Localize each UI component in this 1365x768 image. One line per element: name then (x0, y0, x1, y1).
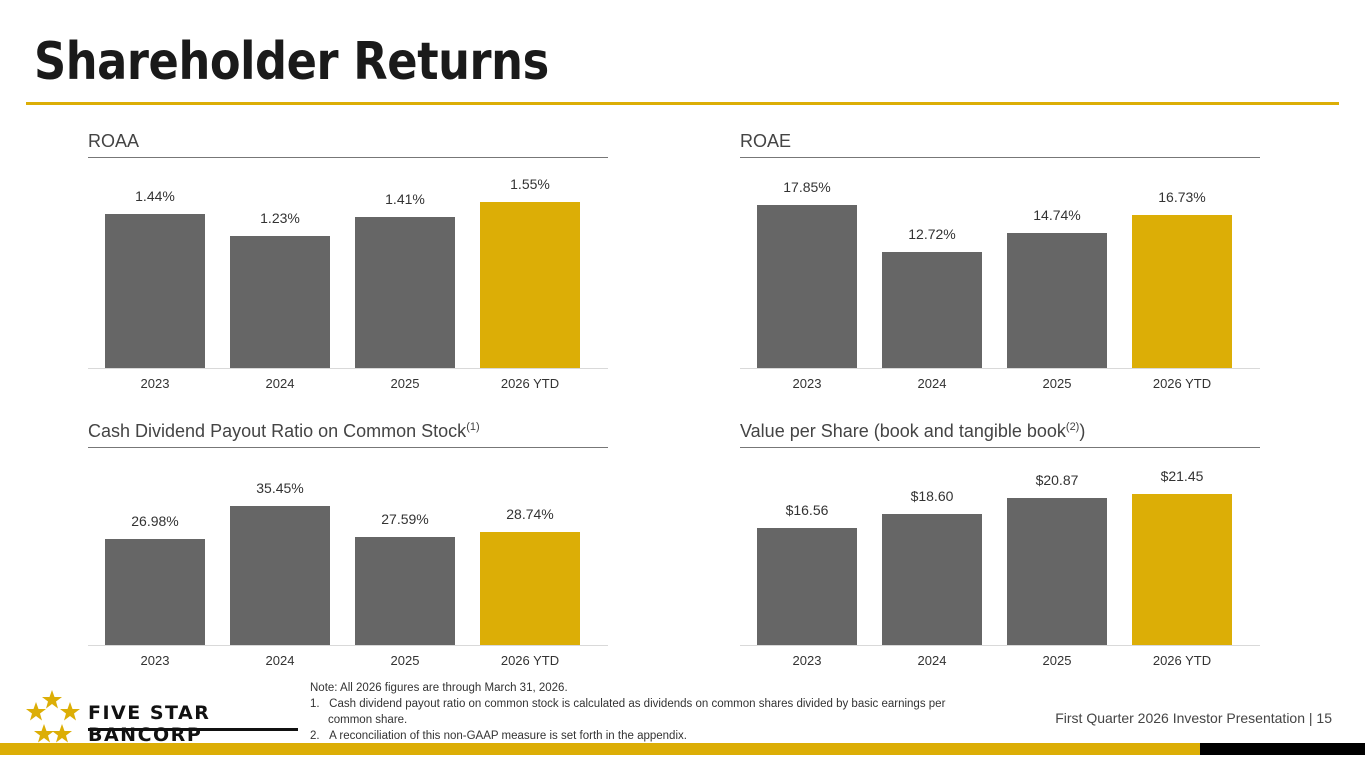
x-tick-label: 2026 YTD (1152, 653, 1212, 668)
bar (757, 205, 857, 368)
data-label: 1.41% (385, 190, 425, 207)
x-tick-label: 2025 (1042, 653, 1072, 668)
bar (882, 514, 982, 645)
chart-title-rule (740, 157, 1260, 158)
bar (480, 202, 580, 368)
data-label: 28.74% (506, 506, 554, 523)
x-tick-label: 2026 YTD (500, 653, 560, 668)
x-tick-label: 2024 (917, 653, 947, 668)
bar (1007, 498, 1107, 645)
data-label: $20.87 (1035, 472, 1079, 489)
x-tick-label: 2023 (792, 376, 822, 391)
x-tick-label: 2024 (265, 376, 295, 391)
x-axis (88, 368, 608, 369)
bar (230, 236, 330, 368)
x-tick-label: 2023 (140, 376, 170, 391)
x-tick-label: 2026 YTD (1152, 376, 1212, 391)
x-tick-label: 2024 (265, 653, 295, 668)
bottom-black-bar (1200, 743, 1365, 755)
footnote-2: 2. A reconciliation of this non-GAAP mea… (310, 730, 687, 742)
bar (1132, 494, 1232, 645)
x-tick-label: 2025 (1042, 376, 1072, 391)
data-label: 26.98% (131, 513, 179, 530)
x-tick-label: 2023 (140, 653, 170, 668)
x-tick-label: 2025 (390, 376, 420, 391)
bar (480, 532, 580, 645)
data-label: 1.55% (510, 176, 550, 192)
data-label: 27.59% (381, 510, 429, 527)
roae-chart: ROAE 17.85% 2023 12.72% 2024 14.74% 2025 16.73%… (740, 131, 1260, 401)
data-label: 16.73% (1158, 189, 1206, 206)
bar (105, 213, 205, 368)
x-axis (88, 645, 608, 646)
footnotes: Note: All 2026 figures are through March… (310, 680, 968, 744)
chart-title: ROAA (88, 131, 140, 151)
footer-presentation-page: First Quarter 2026 Investor Presentation… (1055, 710, 1332, 726)
data-label: 1.44% (135, 187, 175, 204)
bar (1132, 215, 1232, 368)
x-tick-label: 2023 (792, 653, 822, 668)
title-divider (26, 102, 1339, 105)
note: Note: All 2026 figures are through March… (310, 682, 568, 694)
bottom-gold-bar (0, 743, 1200, 755)
chart-title: Value per Share (book and tangible book(… (740, 421, 1086, 441)
footnote-1: 1. Cash dividend payout ratio on common … (310, 698, 946, 726)
bar (355, 216, 455, 368)
x-tick-label: 2025 (390, 653, 420, 668)
five-star-bancorp-logo: FIVE STAR BANCORP (26, 690, 306, 746)
logo-underline (88, 728, 298, 731)
data-label: $21.45 (1160, 468, 1204, 484)
bar (355, 536, 455, 645)
chart-title-rule (740, 447, 1260, 448)
data-label: 1.23% (260, 210, 300, 227)
chart-title-rule (88, 157, 608, 158)
bar (230, 506, 330, 645)
bar (1007, 233, 1107, 368)
bar (882, 251, 982, 368)
dividend-payout-chart: Cash Dividend Payout Ratio on Common Sto… (88, 421, 608, 691)
bar (105, 539, 205, 645)
data-label: $18.60 (910, 488, 954, 505)
chart-title: ROAE (740, 131, 792, 151)
data-label: 12.72% (908, 225, 956, 242)
page-title: Shareholder Returns (34, 32, 549, 92)
data-label: 14.74% (1033, 207, 1081, 224)
chart-title-rule (88, 447, 608, 448)
bar (757, 528, 857, 645)
logo-text: FIVE STAR BANCORP (88, 702, 211, 746)
data-label: 35.45% (256, 480, 304, 496)
x-axis (740, 368, 1260, 369)
roaa-chart: ROAA 1.44% 2023 1.23% 2024 1.41% 2025 1.55% 2026… (88, 131, 608, 401)
data-label: 17.85% (783, 179, 831, 195)
stars-icon (26, 690, 80, 743)
chart-title: Cash Dividend Payout Ratio on Common Sto… (88, 421, 480, 441)
x-tick-label: 2024 (917, 376, 947, 391)
data-label: $16.56 (785, 502, 829, 519)
x-tick-label: 2026 YTD (500, 376, 560, 391)
x-axis (740, 645, 1260, 646)
value-per-share-chart: Value per Share (book and tangible book(… (740, 421, 1260, 691)
